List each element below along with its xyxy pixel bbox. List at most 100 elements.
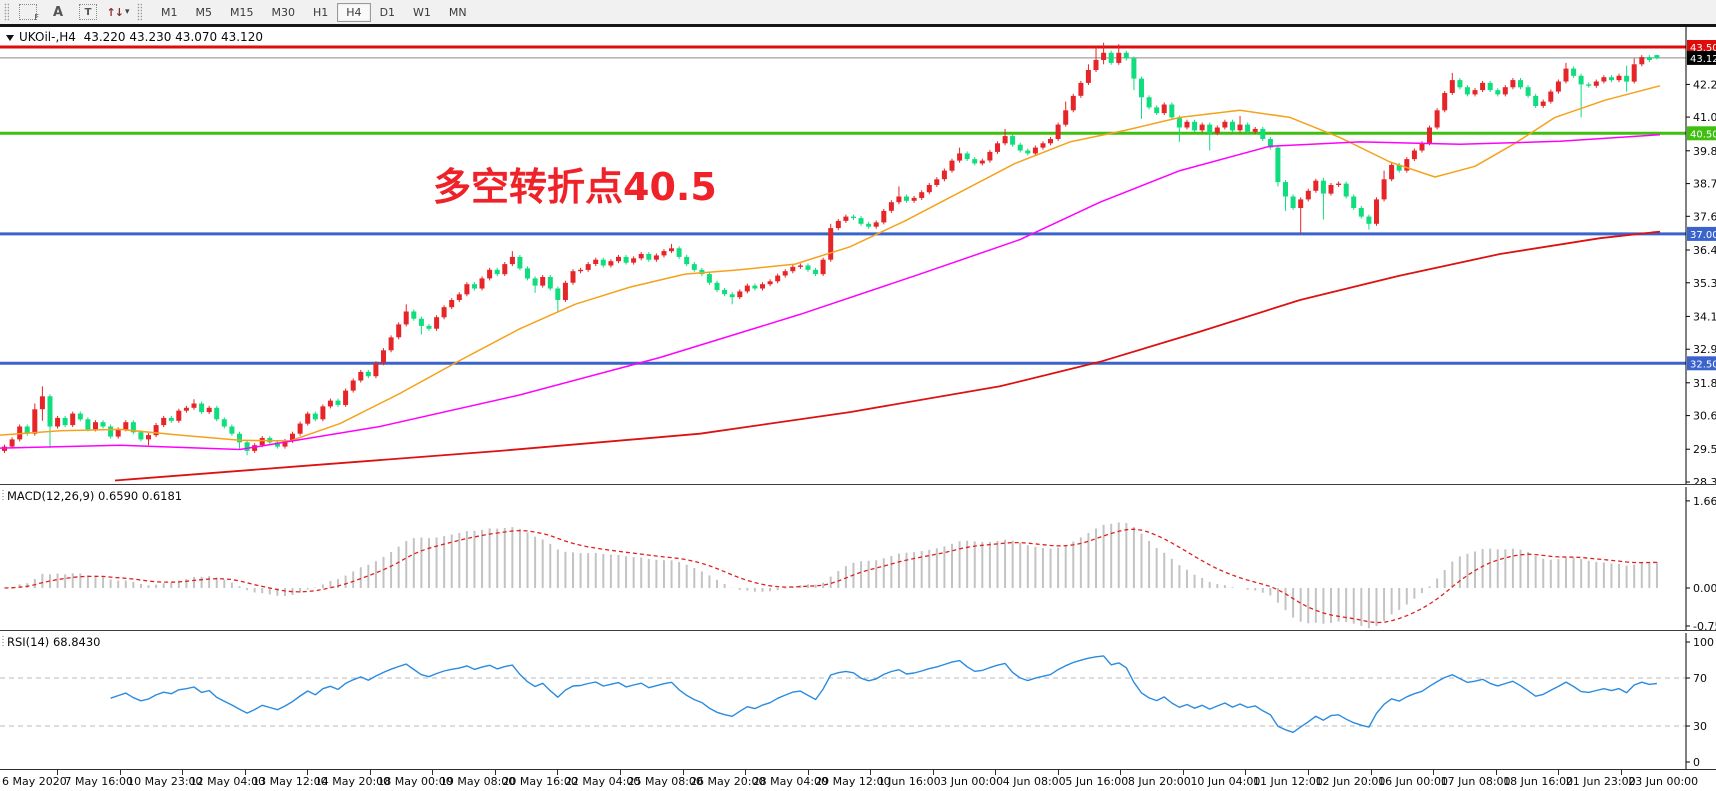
profiles-grid-icon[interactable]: F [16, 2, 40, 22]
candle-body [631, 258, 637, 263]
candle-body [411, 311, 417, 319]
time-axis-tick [307, 770, 309, 775]
candle-body [335, 400, 341, 405]
candle-body [1290, 196, 1296, 208]
price-tick-label: 41.060 [1693, 111, 1716, 124]
time-axis[interactable]: 6 May 2020 7 May 16:00 10 May 23:00 12 May … [0, 769, 1716, 791]
price-tick-label: 36.440 [1693, 244, 1716, 257]
candle-body [199, 403, 205, 413]
candle-body [449, 300, 455, 308]
candle-body [472, 284, 477, 289]
candle-body [1101, 52, 1107, 60]
candle-body [1260, 128, 1266, 139]
candle-body [949, 160, 955, 171]
time-axis-label: 18 May 00:00 [377, 775, 453, 788]
candle-body [1442, 93, 1448, 111]
price-tick-label: 35.300 [1693, 277, 1716, 290]
candle-body [1055, 124, 1061, 139]
timeframe-button-M15[interactable]: M15 [230, 5, 254, 19]
candle-body [547, 277, 553, 289]
candle-body [1343, 183, 1349, 197]
text-label-icon[interactable]: A [52, 4, 64, 20]
candle-body [1449, 80, 1455, 93]
ma-slow-red [114, 230, 1661, 482]
candle-body [995, 143, 1000, 152]
symbol-header[interactable]: UKOil-,H4 43.220 43.230 43.070 43.120 [6, 30, 263, 44]
candle-body [456, 294, 462, 300]
candle-body [502, 264, 508, 275]
candle-body [691, 264, 697, 270]
timeframe-button-MN[interactable]: MN [448, 5, 467, 19]
timeframe-button-H4[interactable]: H4 [337, 2, 371, 22]
candle-body [623, 256, 629, 263]
candle-body [191, 403, 197, 408]
candle-body [1540, 101, 1546, 106]
candle-body [775, 275, 781, 282]
candle-body [1351, 196, 1357, 208]
price-badge-label: 43.120 [1690, 54, 1716, 65]
candle-body [1305, 190, 1311, 200]
time-axis-label: 28 May 04:00 [752, 775, 829, 788]
candle-body [661, 251, 667, 256]
candle-body [1063, 110, 1069, 125]
time-axis-tick [619, 770, 621, 775]
candle-body [585, 264, 591, 270]
time-axis-tick [494, 770, 496, 775]
candle-body [676, 248, 682, 257]
price-tick-label: 38.750 [1693, 178, 1716, 191]
time-axis-label: 14 May 20:00 [314, 775, 391, 788]
time-axis-label: 10 Jun 04:00 [1190, 775, 1261, 788]
timeframe-button-W1[interactable]: W1 [413, 5, 431, 19]
timeframe-group-drag-handle[interactable] [137, 3, 142, 21]
candle-body [312, 413, 318, 420]
candle-body [1252, 128, 1258, 132]
candle-body [888, 202, 894, 211]
time-axis-tick [244, 770, 246, 775]
timeframe-button-M5[interactable]: M5 [195, 5, 213, 19]
candle-body [108, 426, 114, 437]
symbol-dropdown-icon[interactable] [6, 35, 14, 41]
candle-body [9, 439, 15, 447]
candle-body [1169, 104, 1175, 118]
candle-body [1184, 121, 1190, 128]
candle-body [434, 317, 440, 329]
candle-body [699, 269, 705, 275]
candle-body [638, 254, 644, 259]
time-axis-tick [432, 770, 434, 775]
symbol-name: UKOil-,H4 [19, 30, 76, 44]
candle-body [365, 371, 371, 377]
candle-body [1108, 52, 1114, 63]
candle-body [1336, 183, 1342, 185]
timeframe-button-H1[interactable]: H1 [313, 5, 329, 19]
candle-body [1548, 91, 1554, 102]
price-tick-label: 30.680 [1693, 410, 1716, 423]
candle-body [1222, 121, 1228, 128]
main-price-chart[interactable]: 42.200 41.060 39.890 38.750 37.610 36.440 35.3… [0, 27, 1716, 484]
candle-body [934, 179, 940, 185]
rsi-indicator-panel[interactable]: 100 70 30 0 [0, 633, 1716, 769]
chart-annotation-text[interactable]: 多空转折点40.5 [433, 165, 717, 209]
text-box-icon[interactable]: T [76, 2, 100, 22]
timeframe-button-M1[interactable]: M1 [161, 5, 178, 19]
timeframe-button-M30[interactable]: M30 [271, 5, 296, 19]
cursor-arrows-icon[interactable]: ↑↓ ▾ [106, 2, 130, 22]
price-badge [1687, 50, 1716, 65]
candle-body [1176, 117, 1182, 128]
candle-body [1654, 55, 1660, 58]
timeframe-button-D1[interactable]: D1 [379, 5, 396, 19]
price-badge [1687, 356, 1716, 371]
candle-body [1313, 180, 1319, 191]
candle-body [479, 278, 485, 289]
candle-body [1518, 80, 1523, 88]
toolbar-drag-handle[interactable] [4, 3, 9, 21]
candle-body [418, 318, 424, 326]
price-axis-labels[interactable]: 42.200 41.060 39.890 38.750 37.610 36.440 35.3… [1686, 78, 1716, 484]
candle-body [1131, 58, 1137, 79]
candle-body [706, 274, 712, 283]
macd-indicator-panel[interactable]: 1.6614 0.00 -0.7534 [0, 487, 1716, 630]
candle-body [297, 423, 303, 434]
candle-body [1123, 52, 1129, 59]
candle-body [358, 371, 364, 381]
candle-body [1578, 75, 1584, 85]
candle-body [350, 380, 356, 391]
